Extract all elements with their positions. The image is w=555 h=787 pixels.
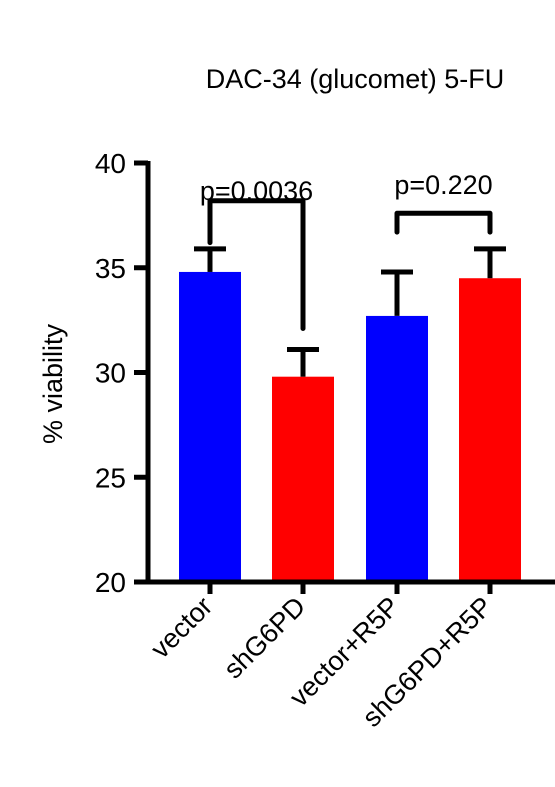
error-bar-shG6PD+R5P	[474, 246, 506, 279]
error-bars-group	[194, 246, 506, 377]
error-bar-vector+R5P	[381, 269, 413, 316]
p-value-label-2: p=0.220	[394, 170, 492, 200]
p-value-label-1: p=0.0036	[200, 176, 313, 206]
y-axis-label: % viability	[38, 323, 68, 444]
bar-vector	[179, 271, 241, 582]
significance-bracket-2: p=0.220	[394, 170, 493, 235]
y-tick-label-40: 40	[95, 148, 126, 179]
x-tick-label-vector: vector	[145, 591, 218, 664]
error-bar-vector	[194, 246, 226, 272]
y-tick-label-30: 30	[95, 358, 126, 389]
annotations-group: p=0.0036 p=0.220	[200, 170, 493, 332]
bar-vector+R5P	[366, 315, 428, 582]
bar-shG6PD	[272, 376, 334, 582]
chart-title: DAC-34 (glucomet) 5-FU	[206, 64, 505, 94]
x-tick-label-shG6PD: shG6PD	[218, 591, 311, 684]
y-tick-label-20: 20	[95, 567, 126, 598]
bars-group	[179, 271, 521, 582]
error-bar-shG6PD	[287, 346, 319, 377]
significance-bracket-1: p=0.0036	[200, 176, 313, 332]
y-tick-label-25: 25	[95, 462, 126, 493]
y-tick-label-35: 35	[95, 253, 126, 284]
bar-shG6PD+R5P	[459, 278, 521, 582]
